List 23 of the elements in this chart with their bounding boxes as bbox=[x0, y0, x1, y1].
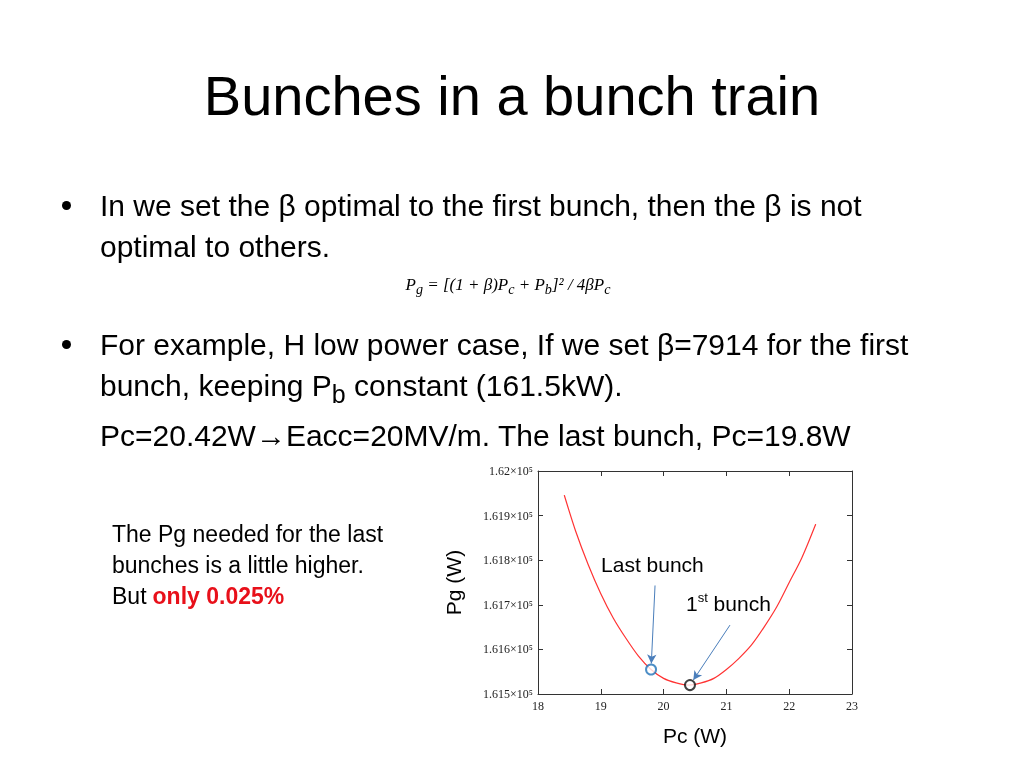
text: only 0.025% bbox=[152, 582, 285, 611]
text: But bbox=[112, 582, 147, 611]
text: The Pg needed for the last bunches is a little higher. bbox=[112, 520, 385, 580]
x-tick-label: 20 bbox=[657, 699, 670, 713]
x-tick-label: 22 bbox=[783, 699, 796, 713]
annotation: Last bunch bbox=[601, 553, 704, 577]
y-tick-label: 1.615×10⁵ bbox=[483, 687, 533, 701]
y-tick-label: 1.616×10⁵ bbox=[483, 642, 533, 657]
y-tick-label: 1.619×10⁵ bbox=[483, 508, 533, 523]
x-tick-label: 23 bbox=[846, 699, 858, 713]
y-axis-title: Pg (W) bbox=[442, 549, 465, 616]
x-tick-label: 19 bbox=[594, 699, 607, 713]
x-axis-title: Pc (W) bbox=[662, 724, 728, 747]
y-tick-label: 1.617×10⁵ bbox=[483, 597, 533, 612]
x-tick-label: 18 bbox=[532, 699, 544, 713]
text: In we set the β optimal to the first bunch, then the β is not optimal to others. bbox=[100, 188, 863, 265]
text: For example, H low power case, If we set β=7914 for the first bunch, keeping P$_{b}$ constant (161.5kW). bbox=[100, 327, 910, 410]
y-tick-label: 1.62×10⁵ bbox=[489, 464, 533, 478]
text: Pc=20.42W→Eacc=20MV/m. The last bunch, Pc=19.8W bbox=[100, 418, 852, 454]
y-tick-label: 1.618×10⁵ bbox=[483, 553, 533, 568]
text: P$_{g}$ = [(1 + β)P$_{c}$ + P$_{b}$]² / 4βP$_{c}$ bbox=[405, 275, 611, 298]
x-tick-label: 21 bbox=[720, 699, 733, 713]
chart-title: Bunches in a bunch train bbox=[203, 64, 821, 127]
